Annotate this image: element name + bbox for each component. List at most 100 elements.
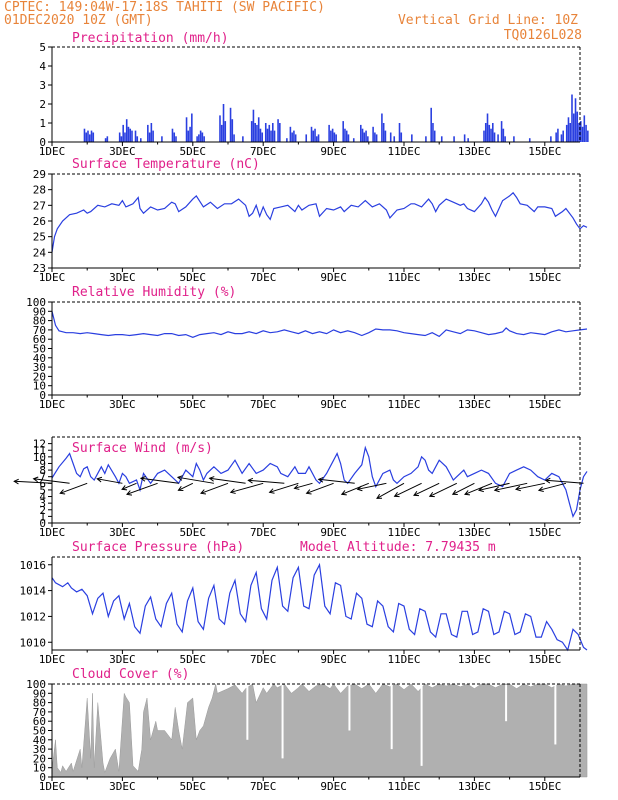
y-tick-label-5: 28 — [33, 184, 46, 197]
y-tick-label-11: 11 — [33, 444, 46, 457]
precip-bar-41 — [231, 119, 234, 142]
precip-bar-90 — [384, 130, 387, 142]
wind-vector-shaft — [209, 477, 246, 484]
wind-vector-shaft — [394, 482, 422, 497]
y-tick-label-3: 30 — [33, 361, 46, 374]
wind-vector-19 — [376, 482, 405, 499]
y-tick-label-4: 40 — [33, 734, 46, 747]
y-tick-label-0: 23 — [33, 262, 46, 275]
x-tick-label-3: 7DEC — [250, 271, 277, 284]
precip-bar-14 — [129, 128, 132, 142]
precip-bar-23 — [161, 136, 163, 142]
precip-bar-31 — [196, 136, 198, 142]
y-tick-label-4: 4 — [39, 60, 46, 73]
x-tick-label-1: 3DEC — [109, 398, 136, 411]
panel-title: Precipitation (mm/h) — [72, 31, 229, 46]
y-tick-label-3: 1016 — [20, 559, 47, 572]
y-tick-label-0: 0 — [39, 517, 46, 530]
x-tick-label-6: 13DEC — [458, 398, 491, 411]
wind-vector-shaft — [452, 482, 475, 495]
x-tick-label-0: 1DEC — [39, 526, 66, 539]
y-tick-label-0: 0 — [39, 136, 46, 149]
y-tick-label-8: 80 — [33, 315, 46, 328]
wind-vector-head — [247, 477, 254, 484]
y-tick-label-5: 5 — [39, 484, 46, 497]
y-tick-label-1: 1012 — [20, 610, 47, 623]
wind-vector-shaft — [178, 482, 194, 491]
wind-vector-head — [229, 488, 236, 494]
precip-bar-53 — [268, 124, 271, 142]
x-tick-label-1: 3DEC — [109, 271, 136, 284]
precip-bar-3 — [88, 134, 91, 142]
wind-vector-shaft — [121, 482, 137, 490]
precip-bar-125 — [571, 94, 573, 142]
precip-bar-80 — [360, 124, 362, 142]
precip-bar-8 — [118, 132, 121, 142]
x-tick-label-1: 3DEC — [109, 526, 136, 539]
x-tick-label-4: 9DEC — [320, 526, 347, 539]
x-tick-label-5: 11DEC — [387, 526, 420, 539]
series-line — [51, 191, 588, 253]
x-tick-label-3: 7DEC — [250, 653, 277, 666]
y-tick-label-0: 1010 — [20, 636, 47, 649]
precip-bar-118 — [555, 132, 557, 142]
y-tick-label-2: 2 — [39, 98, 46, 111]
precip-bar-97 — [430, 107, 432, 142]
precip-bar-71 — [330, 130, 332, 142]
precip-bar-39 — [224, 121, 227, 142]
x-tick-label-0: 1DEC — [39, 653, 66, 666]
x-tick-label-4: 9DEC — [320, 145, 347, 158]
precip-bar-88 — [381, 113, 383, 142]
y-tick-label-2: 25 — [33, 231, 46, 244]
wind-vector-25 — [477, 482, 510, 493]
precip-bar-21 — [150, 123, 153, 142]
precip-bar-16 — [134, 130, 137, 142]
wind-vector-shaft — [97, 478, 123, 484]
precip-bar-104 — [483, 130, 485, 142]
wind-vector-head — [340, 490, 347, 496]
precip-bar-32 — [198, 134, 200, 142]
y-tick-label-9: 90 — [33, 305, 46, 318]
precip-bar-7 — [106, 136, 109, 142]
y-tick-label-1: 24 — [33, 246, 47, 259]
x-tick-label-2: 5DEC — [180, 271, 207, 284]
y-tick-label-9: 90 — [33, 687, 46, 700]
panel-annotation: Model Altitude: 7.79435 m — [300, 540, 496, 555]
precip-bar-37 — [220, 124, 223, 142]
y-tick-label-6: 60 — [33, 333, 46, 346]
precip-bar-129 — [578, 123, 580, 142]
x-tick-label-3: 7DEC — [250, 398, 277, 411]
wind-vector-head — [208, 476, 215, 482]
header-grid-note: Vertical Grid Line: 10Z — [398, 13, 578, 28]
precip-bar-30 — [191, 113, 193, 142]
y-tick-label-9: 9 — [39, 457, 46, 470]
precip-bar-49 — [259, 128, 262, 142]
wind-vector-16 — [317, 476, 355, 484]
x-tick-label-4: 9DEC — [320, 271, 347, 284]
wind-vector-head — [32, 476, 39, 483]
precip-bar-133 — [585, 124, 587, 142]
y-tick-label-1: 1 — [39, 510, 46, 523]
y-tick-label-1: 1 — [39, 117, 46, 130]
precip-bar-126 — [572, 113, 575, 142]
x-tick-label-6: 13DEC — [458, 526, 491, 539]
x-tick-label-6: 13DEC — [458, 780, 491, 793]
wind-vector-head — [121, 485, 128, 491]
precip-bar-73 — [333, 132, 336, 142]
y-tick-label-5: 5 — [39, 41, 46, 54]
precip-bar-103 — [467, 138, 469, 142]
wind-vector-head — [59, 489, 66, 495]
precip-bar-48 — [257, 117, 260, 142]
y-tick-label-4: 27 — [33, 199, 46, 212]
wind-vector-shaft — [413, 482, 440, 496]
precip-bar-86 — [374, 132, 376, 142]
precip-bar-94 — [400, 132, 403, 142]
wind-vector-head — [177, 485, 184, 492]
x-tick-label-0: 1DEC — [39, 780, 66, 793]
y-tick-label-3: 30 — [33, 743, 46, 756]
precip-bar-63 — [294, 134, 297, 142]
x-tick-label-0: 1DEC — [39, 145, 66, 158]
precip-bar-128 — [576, 111, 579, 142]
